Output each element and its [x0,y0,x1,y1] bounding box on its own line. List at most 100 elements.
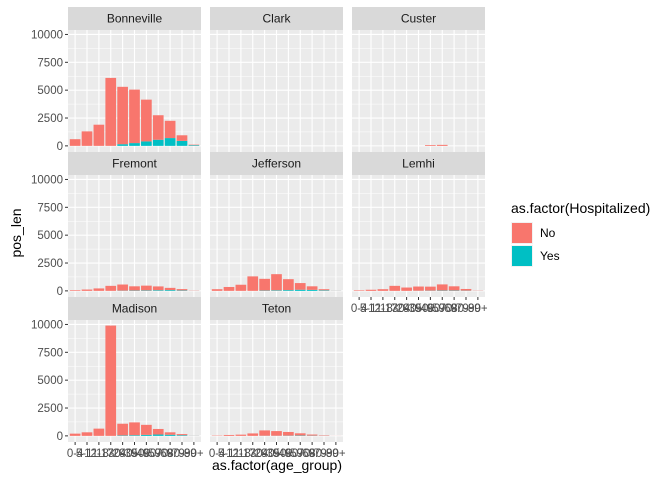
facet-panel-bonneville: Bonneville 0 2500 5000 7500 10000 [31,7,201,153]
bar-yes [164,434,176,436]
x-tick-label: 5-11 [360,303,382,315]
bar-no [389,285,401,291]
y-tick-label: 7500 [37,202,63,214]
x-tick-label: 70-79 [439,303,468,315]
bar-no [152,115,164,140]
y-tick-label: 0 [57,286,63,298]
x-tick-label: 18-29 [238,448,267,460]
facet-strip [68,297,201,320]
y-tick-label: 10000 [31,174,63,186]
x-tick-label: 5-11 [76,448,98,460]
bar-no [259,278,270,291]
bar-no [294,283,306,290]
bar-yes [141,434,152,436]
bar-no [69,433,81,436]
bar-no [129,422,140,436]
x-tick-label: 50-59 [274,448,303,460]
bar-no [152,286,164,291]
bar-no [460,288,472,291]
y-tick-label: 5000 [37,230,63,242]
bar-no [223,434,235,436]
bar-no [69,290,81,291]
x-tick-label: 5-11 [218,448,240,460]
x-tick-label: 70-79 [297,448,326,460]
bar-no [353,290,365,291]
x-tick-label: 30-39 [108,448,137,460]
x-tick-label: 12-17 [226,448,255,460]
x-tick-label: 40-49 [262,448,291,460]
facet-panel-clark: Clark [210,7,343,152]
bar-no [436,144,448,146]
bar-no [283,279,294,291]
bar-yes [164,138,176,146]
bar-no [105,77,117,146]
x-tick-label: 30-39 [250,448,279,460]
x-tick-label: 90+ [468,303,488,315]
bar-no [129,89,140,144]
facet-strip-label: Jefferson [252,157,301,171]
x-tick-label: 50-59 [132,448,161,460]
facet-panel-fremont: Fremont 0 2500 5000 7500 10000 [31,152,201,298]
bar-yes [294,289,306,291]
legend-label-no: No [540,226,556,240]
bar-no [413,286,424,291]
bar-no [259,430,270,436]
bar-no [247,433,259,436]
bar-no [176,434,188,436]
bar-yes [271,290,282,291]
bar-no [425,145,436,146]
bar-yes [129,143,140,146]
bar-no [129,286,140,291]
y-tick-label: 10000 [31,319,63,331]
bar-yes [164,290,176,291]
legend-key-no [512,223,532,243]
bar-no [294,433,306,436]
bar-no [283,431,294,436]
y-tick-label: 5000 [37,85,63,97]
bar-no [105,325,117,436]
bar-no [93,428,105,436]
x-tick-label: 60-69 [286,448,315,460]
bar-no [235,434,247,436]
bar-no [81,131,93,146]
bar-no [141,424,152,435]
bar-no [425,286,436,291]
bar-no [117,86,128,145]
bar-no [318,289,330,291]
x-tick-label: 60-69 [144,448,173,460]
y-tick-label: 7500 [37,57,63,69]
x-tick-label: 80-89 [309,448,338,460]
bar-no [164,287,176,291]
x-tick-label: 40-49 [120,448,149,460]
legend: as.factor(Hospitalized) No Yes [511,200,650,267]
bar-no [93,288,105,291]
x-tick-label: 70-79 [155,448,184,460]
bar-yes [141,141,152,146]
bar-no [377,289,389,291]
x-tick-label: 90+ [184,448,204,460]
y-axis-title: pos_len [8,208,24,257]
bar-no [141,285,152,291]
bar-no [81,289,93,291]
facet-strip [210,297,343,320]
bar-no [105,285,117,291]
y-tick-label: 2500 [37,258,63,270]
bar-yes [188,145,200,146]
facet-panel-teton: Teton 0-45-1112-1718-2930-3940-4950-5960-… [209,297,346,460]
x-tick-label: 90+ [326,448,346,460]
y-tick-label: 0 [57,141,63,153]
bar-no [164,120,176,139]
facet-panel-lemhi: Lemhi 0-45-1112-1718-2930-3940-4950-5960-… [351,152,488,315]
facet-strip-label: Teton [262,302,291,316]
x-tick-label: 60-69 [428,303,457,315]
bar-no [176,289,188,291]
bar-yes [176,435,188,436]
bar-no [271,274,282,291]
bar-yes [152,139,164,146]
y-tick-label: 2500 [37,113,63,125]
bar-no [69,139,81,146]
y-tick-label: 2500 [37,403,63,415]
facet-strip [68,7,201,30]
facet-panel-jefferson: Jefferson [210,152,343,297]
